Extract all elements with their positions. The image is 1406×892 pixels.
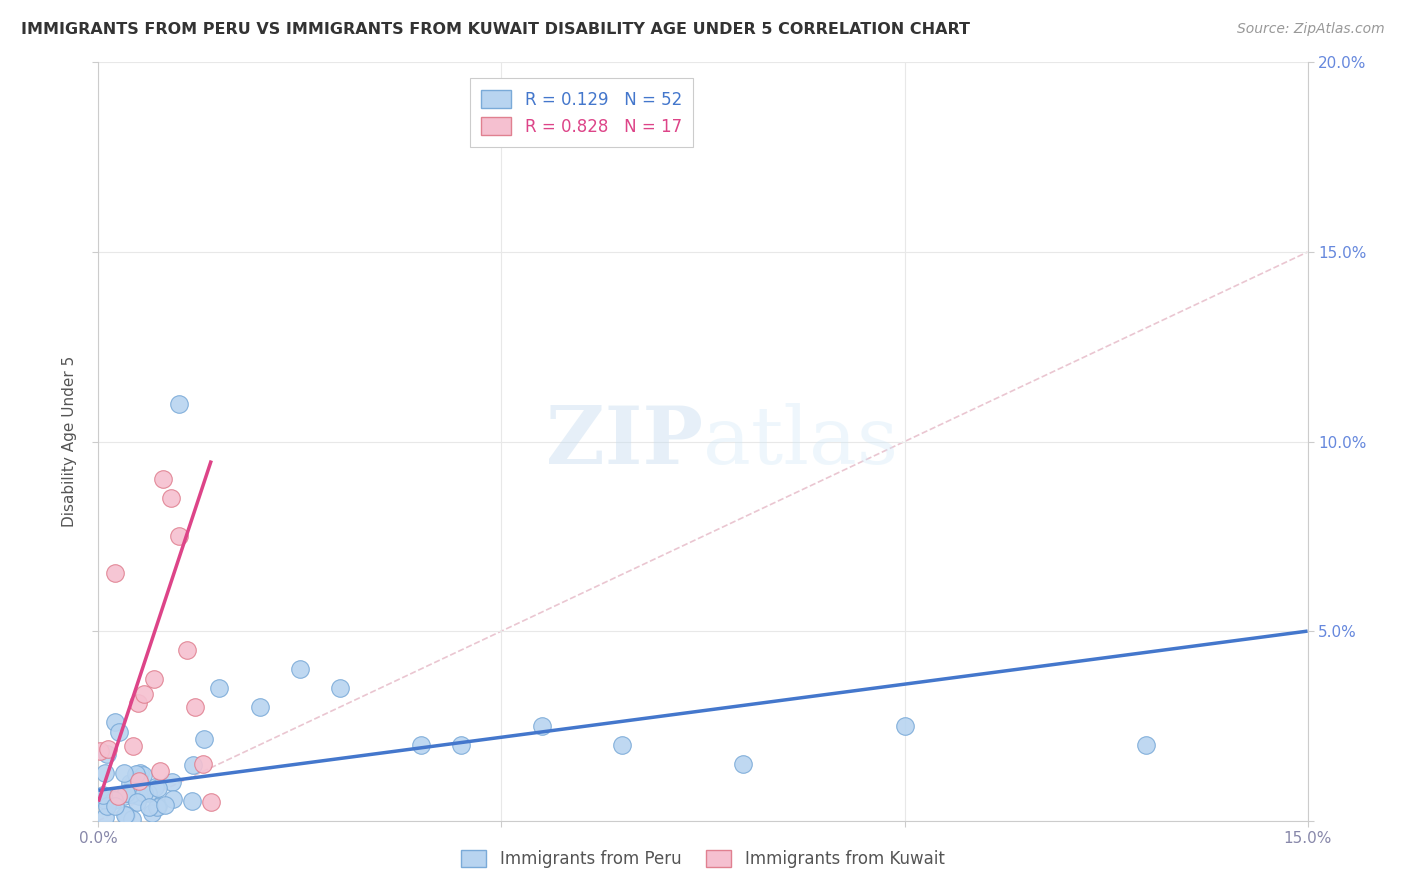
Point <box>128 772 150 786</box>
Point <box>138 800 160 814</box>
Point <box>112 789 135 803</box>
Point <box>128 773 150 788</box>
Point <box>450 738 472 752</box>
Point <box>143 780 166 795</box>
Point <box>93 789 115 803</box>
Point <box>104 715 127 730</box>
Point <box>200 795 222 809</box>
Point <box>134 686 156 700</box>
Point <box>155 798 177 813</box>
Text: IMMIGRANTS FROM PERU VS IMMIGRANTS FROM KUWAIT DISABILITY AGE UNDER 5 CORRELATIO: IMMIGRANTS FROM PERU VS IMMIGRANTS FROM … <box>21 22 970 37</box>
Point <box>181 795 204 809</box>
Point <box>146 780 169 795</box>
Text: atlas: atlas <box>703 402 898 481</box>
Point <box>181 757 204 772</box>
Text: Source: ZipAtlas.com: Source: ZipAtlas.com <box>1237 22 1385 37</box>
Legend: Immigrants from Peru, Immigrants from Kuwait: Immigrants from Peru, Immigrants from Ku… <box>454 843 952 875</box>
Point <box>103 792 125 806</box>
Point <box>612 738 634 752</box>
Point <box>145 800 167 814</box>
Y-axis label: Disability Age Under 5: Disability Age Under 5 <box>62 356 77 527</box>
Point <box>149 764 172 778</box>
Point <box>94 810 117 824</box>
Point <box>103 792 125 806</box>
Point <box>107 789 129 803</box>
Point <box>329 681 352 695</box>
Point <box>132 768 155 782</box>
Point <box>114 808 136 822</box>
Point <box>288 662 311 676</box>
Point <box>97 742 120 756</box>
Point <box>249 699 271 714</box>
Point <box>733 756 755 771</box>
Text: ZIP: ZIP <box>546 402 703 481</box>
Point <box>208 681 231 695</box>
Point <box>143 672 166 686</box>
Point <box>146 799 169 814</box>
Point <box>128 789 150 804</box>
Point <box>121 739 143 753</box>
Point <box>124 767 146 781</box>
Point <box>89 743 111 757</box>
Point <box>122 776 145 790</box>
Point <box>112 766 135 780</box>
Point <box>893 719 915 733</box>
Point <box>160 491 183 506</box>
Point <box>167 396 190 410</box>
Point <box>120 775 142 789</box>
Point <box>96 747 118 761</box>
Legend: R = 0.129   N = 52, R = 0.828   N = 17: R = 0.129 N = 52, R = 0.828 N = 17 <box>470 78 693 147</box>
Point <box>120 788 142 802</box>
Point <box>152 473 174 487</box>
Point <box>127 795 149 809</box>
Point <box>136 786 159 800</box>
Point <box>530 719 553 733</box>
Point <box>115 786 138 800</box>
Point <box>409 738 432 752</box>
Point <box>162 792 184 806</box>
Point <box>94 793 117 807</box>
Point <box>1135 738 1157 752</box>
Point <box>184 699 207 714</box>
Point <box>114 807 136 822</box>
Point <box>121 812 143 826</box>
Point <box>104 798 127 813</box>
Point <box>96 798 118 813</box>
Point <box>104 566 127 581</box>
Point <box>193 756 215 771</box>
Point <box>128 766 150 780</box>
Point <box>160 775 183 789</box>
Point <box>107 725 129 739</box>
Point <box>141 806 163 821</box>
Point <box>127 696 149 710</box>
Point <box>193 731 215 746</box>
Point <box>93 766 115 780</box>
Point <box>167 529 190 543</box>
Point <box>132 786 155 800</box>
Point <box>176 643 198 657</box>
